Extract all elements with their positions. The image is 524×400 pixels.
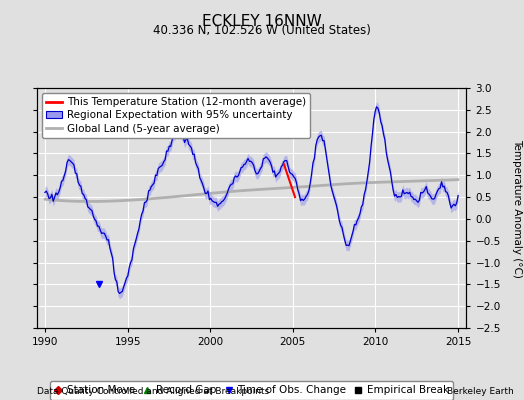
Text: Data Quality Controlled and Aligned at Breakpoints: Data Quality Controlled and Aligned at B…	[37, 387, 269, 396]
Legend: Station Move, Record Gap, Time of Obs. Change, Empirical Break: Station Move, Record Gap, Time of Obs. C…	[50, 381, 453, 400]
Text: ECKLEY 16NNW: ECKLEY 16NNW	[202, 14, 322, 29]
Text: 40.336 N, 102.526 W (United States): 40.336 N, 102.526 W (United States)	[153, 24, 371, 37]
Y-axis label: Temperature Anomaly (°C): Temperature Anomaly (°C)	[512, 138, 522, 278]
Text: Berkeley Earth: Berkeley Earth	[447, 387, 514, 396]
